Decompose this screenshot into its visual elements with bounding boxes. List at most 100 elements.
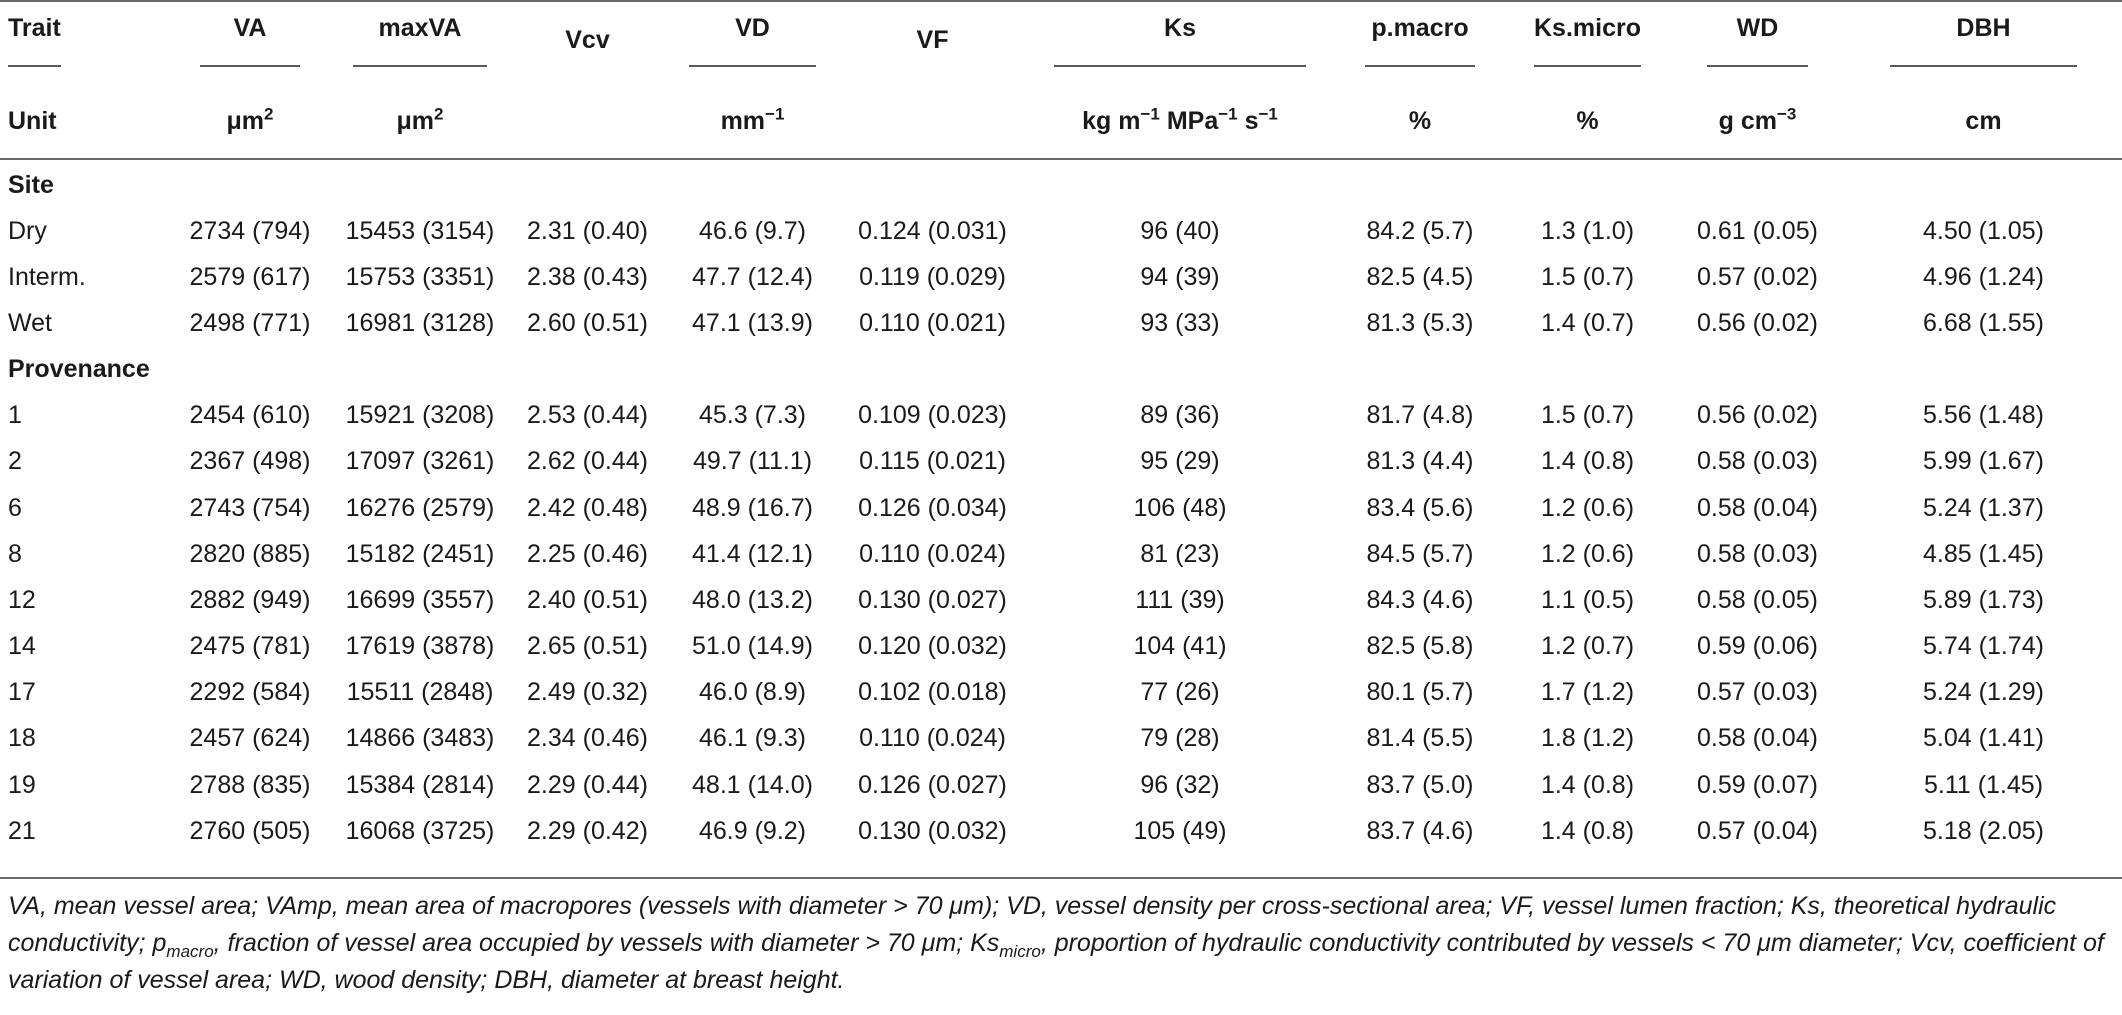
table-row: Interm. 2579 (617) 15753 (3351) 2.38 (0.43)… — [0, 254, 2122, 300]
table-row: 2 2367 (498) 17097 (3261) 2.62 (0.44) 49.7 (… — [0, 439, 2122, 485]
table-cell: 47.7 (12.4) — [692, 262, 813, 291]
table-cell: 1.1 (0.5) — [1540, 585, 1635, 614]
table-cell: 2.60 (0.51) — [527, 308, 648, 337]
table-cell: 16276 (2579) — [345, 493, 495, 522]
table-cell: 5.11 (1.45) — [1923, 770, 2044, 799]
row-label: 1 — [8, 401, 22, 430]
table-cell: 2.49 (0.32) — [527, 678, 648, 707]
table-cell: 96 (32) — [1140, 770, 1220, 799]
table-cell: 15182 (2451) — [345, 539, 495, 568]
table-cell: 0.110 (0.024) — [859, 724, 1006, 753]
table-cell: 1.5 (0.7) — [1540, 401, 1635, 430]
table-cell: 49.7 (11.1) — [692, 447, 813, 476]
table-cell: 17097 (3261) — [345, 447, 495, 476]
header-col-vd: VD — [665, 0, 840, 80]
table-cell: 84.5 (5.7) — [1366, 539, 1474, 568]
table-cell: 104 (41) — [1133, 632, 1227, 661]
header-col-maxva: maxVA — [330, 0, 510, 80]
table-cell: 47.1 (13.9) — [692, 308, 813, 337]
top-rule — [0, 0, 2122, 2]
table-cell: 0.58 (0.05) — [1697, 585, 1818, 614]
table-cell: 83.7 (5.0) — [1366, 770, 1474, 799]
table-cell: 5.99 (1.67) — [1923, 447, 2044, 476]
table-cell: 5.24 (1.29) — [1923, 678, 2044, 707]
table-body: Site Dry 2734 (794) 15453 (3154) 2.31 (0.40)… — [0, 162, 2122, 854]
table-cell: 2788 (835) — [189, 770, 311, 799]
unit-vf — [840, 80, 1025, 162]
header-unit-label: Unit — [8, 106, 57, 135]
row-label: 6 — [8, 493, 22, 522]
table-cell: 16068 (3725) — [345, 816, 495, 845]
table-cell: 84.2 (5.7) — [1366, 216, 1474, 245]
table-cell: 83.4 (5.6) — [1366, 493, 1474, 522]
table-cell: 2.29 (0.42) — [527, 816, 648, 845]
table-cell: 2454 (610) — [189, 401, 311, 430]
table-cell: 17619 (3878) — [345, 632, 495, 661]
table-row: 14 2475 (781) 17619 (3878) 2.65 (0.51) 51.0 … — [0, 624, 2122, 670]
table-row: 12 2882 (949) 16699 (3557) 2.40 (0.51) 48.0 … — [0, 577, 2122, 623]
table-cell: 81.3 (5.3) — [1366, 308, 1474, 337]
table-cell: 45.3 (7.3) — [698, 401, 806, 430]
table-row: Wet 2498 (771) 16981 (3128) 2.60 (0.51) 47.1… — [0, 300, 2122, 346]
table-cell: 83.7 (4.6) — [1366, 816, 1474, 845]
table-cell: 5.89 (1.73) — [1923, 585, 2044, 614]
row-label: 17 — [8, 678, 36, 707]
bottom-rule — [0, 877, 2122, 879]
table-cell: 0.57 (0.02) — [1697, 262, 1818, 291]
row-label: Wet — [8, 308, 52, 337]
table-footnote: VA, mean vessel area; VAmp, mean area of… — [8, 892, 2104, 994]
table-cell: 15921 (3208) — [345, 401, 495, 430]
table-cell: 2.38 (0.43) — [527, 262, 648, 291]
header-col-va: VA — [170, 0, 330, 80]
table-cell: 48.1 (14.0) — [692, 770, 813, 799]
table-cell: 0.58 (0.03) — [1697, 539, 1818, 568]
table-cell: 106 (48) — [1133, 493, 1227, 522]
unit-vcv — [510, 80, 665, 162]
table-cell: 4.96 (1.24) — [1923, 262, 2044, 291]
table-cell: 4.85 (1.45) — [1923, 539, 2044, 568]
table-cell: 82.5 (4.5) — [1366, 262, 1474, 291]
table-cell: 0.56 (0.02) — [1697, 308, 1818, 337]
table-cell: 14866 (3483) — [345, 724, 495, 753]
table-cell: 2.62 (0.44) — [527, 447, 648, 476]
table-cell: 0.119 (0.029) — [859, 262, 1006, 291]
table-cell: 48.0 (13.2) — [692, 585, 813, 614]
table-cell: 2.53 (0.44) — [527, 401, 648, 430]
header-col-wd: WD — [1670, 0, 1845, 80]
table-row: 17 2292 (584) 15511 (2848) 2.49 (0.32) 46.0 … — [0, 670, 2122, 716]
table-cell: 2734 (794) — [189, 216, 311, 245]
table-cell: 0.58 (0.03) — [1697, 447, 1818, 476]
table-cell: 111 (39) — [1135, 585, 1225, 614]
row-label: 21 — [8, 816, 36, 845]
table-cell: 0.59 (0.06) — [1697, 632, 1818, 661]
table-cell: 79 (28) — [1140, 724, 1220, 753]
table-cell: 0.110 (0.024) — [859, 539, 1006, 568]
table-cell: 46.0 (8.9) — [698, 678, 806, 707]
table-cell: 15753 (3351) — [345, 262, 495, 291]
table-cell: 2.40 (0.51) — [527, 585, 648, 614]
table-cell: 2367 (498) — [189, 447, 311, 476]
header-col-ks: Ks — [1025, 0, 1335, 80]
section-header-row: Provenance — [0, 347, 2122, 393]
table-cell: 0.58 (0.04) — [1697, 493, 1818, 522]
table-cell: 5.04 (1.41) — [1923, 724, 2044, 753]
table-row: 6 2743 (754) 16276 (2579) 2.42 (0.48) 48.9 (… — [0, 485, 2122, 531]
table-cell: 95 (29) — [1140, 447, 1220, 476]
table-cell: 15384 (2814) — [345, 770, 495, 799]
table-cell: 46.6 (9.7) — [698, 216, 806, 245]
row-label: 14 — [8, 632, 36, 661]
table-cell: 2579 (617) — [189, 262, 311, 291]
table-cell: 51.0 (14.9) — [692, 632, 813, 661]
table-cell: 1.4 (0.7) — [1540, 308, 1635, 337]
table-cell: 2820 (885) — [189, 539, 311, 568]
table-cell: 15511 (2848) — [346, 678, 494, 707]
row-label: 2 — [8, 447, 22, 476]
table-cell: 2.25 (0.46) — [527, 539, 648, 568]
row-label: 8 — [8, 539, 22, 568]
table-cell: 77 (26) — [1140, 678, 1220, 707]
table-cell: 94 (39) — [1140, 262, 1220, 291]
table-cell: 5.56 (1.48) — [1923, 401, 2044, 430]
table-cell: 1.2 (0.7) — [1540, 632, 1635, 661]
unit-wd: g cm−3 — [1718, 104, 1797, 135]
table-cell: 1.7 (1.2) — [1540, 678, 1635, 707]
